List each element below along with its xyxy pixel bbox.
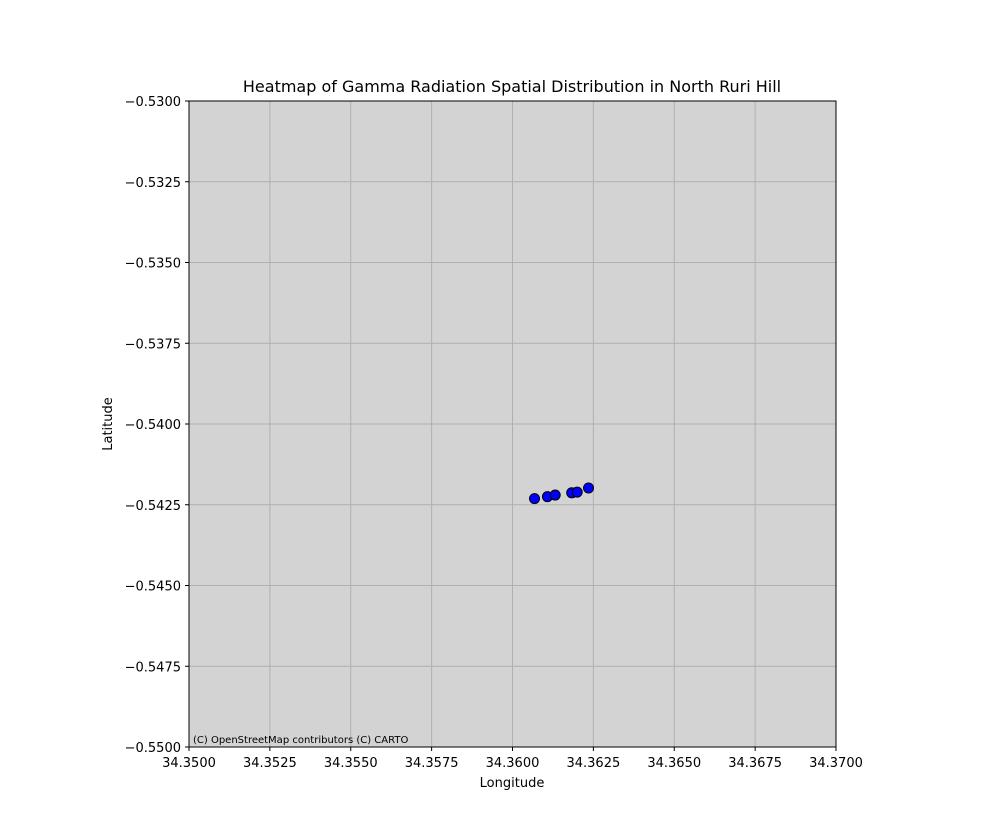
y-tick-label: −0.5425: [125, 499, 181, 514]
x-tick-label: 34.3675: [728, 756, 782, 771]
x-tick-label: 34.3500: [162, 756, 216, 771]
map-attribution: (C) OpenStreetMap contributors (C) CARTO: [193, 735, 408, 746]
y-tick-label: −0.5450: [125, 580, 181, 595]
x-tick-label: 34.3550: [324, 756, 378, 771]
x-tick-label: 34.3625: [566, 756, 620, 771]
x-tick-label: 34.3650: [647, 756, 701, 771]
x-tick-label: 34.3525: [243, 756, 297, 771]
x-axis-label: Longitude: [480, 776, 545, 791]
y-tick-label: −0.5400: [125, 418, 181, 433]
data-point: [528, 493, 540, 505]
data-points: [528, 482, 595, 505]
x-axis-ticks: 34.3500 34.3525 34.3550 34.3575 34.3600 34.36…: [162, 747, 863, 771]
y-axis-ticks: −0.5300 −0.5325 −0.5350 −0.5375 −0.5400 −0.54…: [125, 95, 189, 756]
y-tick-label: −0.5475: [125, 660, 181, 675]
x-tick-label: 34.3575: [405, 756, 459, 771]
chart-title: Heatmap of Gamma Radiation Spatial Distr…: [243, 77, 781, 96]
y-tick-label: −0.5375: [125, 337, 181, 352]
y-tick-label: −0.5500: [125, 741, 181, 756]
data-point: [583, 482, 595, 494]
data-point: [549, 489, 561, 501]
x-tick-label: 34.3600: [486, 756, 540, 771]
y-tick-label: −0.5300: [125, 95, 181, 110]
data-point: [571, 486, 583, 498]
y-axis-label: Latitude: [101, 397, 116, 451]
y-tick-label: −0.5350: [125, 257, 181, 272]
y-tick-label: −0.5325: [125, 176, 181, 191]
x-tick-label: 34.3700: [809, 756, 863, 771]
